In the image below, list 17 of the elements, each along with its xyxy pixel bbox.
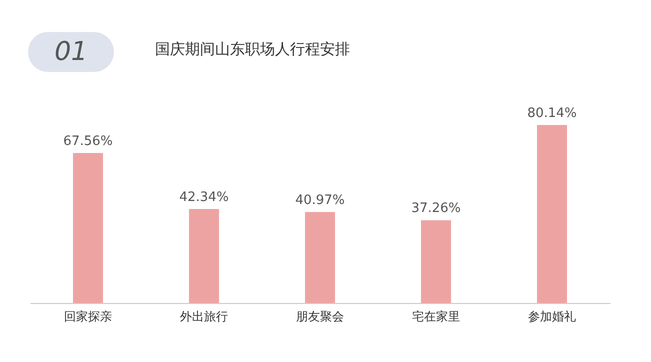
x-tick-label: 朋友聚会 <box>296 310 344 324</box>
data-label: 67.56% <box>63 134 113 149</box>
bar <box>189 208 219 303</box>
bar <box>73 152 103 303</box>
x-tick-label: 参加婚礼 <box>528 310 576 324</box>
text: 01 <box>28 32 114 72</box>
data-label: 40.97% <box>295 193 345 208</box>
bar <box>537 125 567 303</box>
x-tick-label: 外出旅行 <box>180 310 228 324</box>
x-tick-label: 回家探亲 <box>64 310 112 324</box>
data-label: 80.14% <box>527 106 577 121</box>
bar <box>421 220 451 303</box>
data-label: 42.34% <box>179 190 229 205</box>
data-label: 37.26% <box>411 201 461 216</box>
bar <box>305 212 335 303</box>
x-tick-label: 宅在家里 <box>412 310 460 324</box>
chart-title: 国庆期间山东职场人行程安排 <box>155 40 350 58</box>
